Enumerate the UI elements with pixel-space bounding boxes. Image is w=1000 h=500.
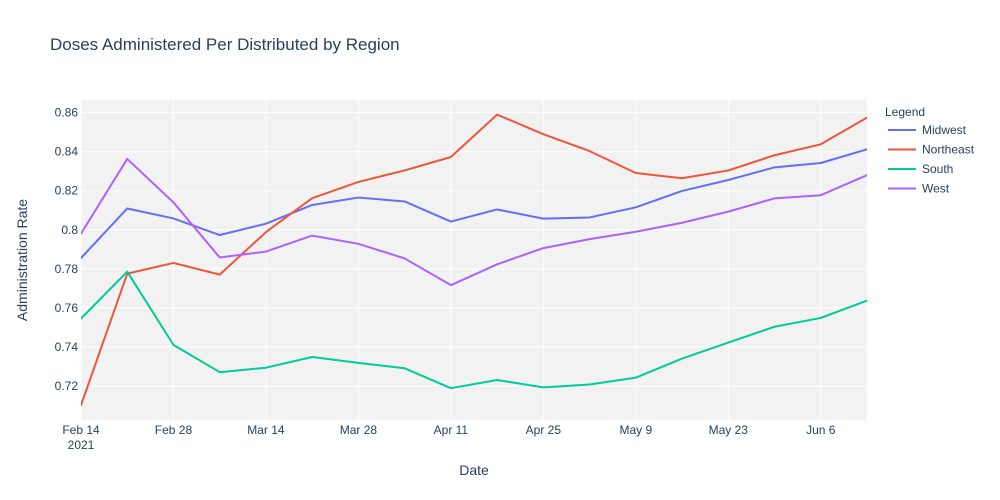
legend-label-south: South <box>922 162 953 176</box>
x-tick-label: Apr 25 <box>526 423 562 437</box>
legend-label-midwest: Midwest <box>922 123 967 137</box>
series-lines <box>81 113 867 407</box>
x-tick-label: Apr 11 <box>434 423 469 437</box>
y-tick-label: 0.86 <box>55 106 79 120</box>
legend-items: Midwest Northeast South West <box>888 123 975 196</box>
x-tick-label: Mar 28 <box>340 423 378 437</box>
x-axis-title: Date <box>459 462 489 478</box>
x-tick-label: May 9 <box>619 423 652 437</box>
plot-area <box>81 100 867 420</box>
y-tick-label: 0.82 <box>55 184 79 198</box>
legend-label-northeast: Northeast <box>922 143 975 157</box>
y-axis-ticks: 0.72 0.74 0.76 0.78 0.8 0.82 0.84 0.86 <box>55 106 79 393</box>
y-tick-label: 0.78 <box>55 262 79 276</box>
x-tick-year-label: 2021 <box>68 438 95 452</box>
grid-lines <box>80 100 867 420</box>
x-tick-label: Feb 14 <box>62 423 100 437</box>
x-tick-label: Feb 28 <box>155 423 193 437</box>
legend-title: Legend <box>885 105 925 119</box>
y-tick-label: 0.76 <box>55 301 79 315</box>
legend: Legend Midwest Northeast South West <box>885 105 975 196</box>
x-tick-label: Mar 14 <box>247 423 285 437</box>
x-tick-label: Jun 6 <box>806 423 836 437</box>
y-tick-label: 0.8 <box>61 223 78 237</box>
series-line-midwest <box>81 148 867 260</box>
series-line-south <box>81 270 867 390</box>
y-tick-label: 0.72 <box>55 379 79 393</box>
legend-label-west: West <box>922 182 950 196</box>
series-line-west <box>81 157 867 287</box>
y-tick-label: 0.84 <box>55 145 79 159</box>
chart-title: Doses Administered Per Distributed by Re… <box>50 35 400 54</box>
y-axis-title: Administration Rate <box>14 199 30 321</box>
series-line-northeast <box>81 113 867 407</box>
y-tick-label: 0.74 <box>55 340 79 354</box>
x-tick-label: May 23 <box>709 423 749 437</box>
